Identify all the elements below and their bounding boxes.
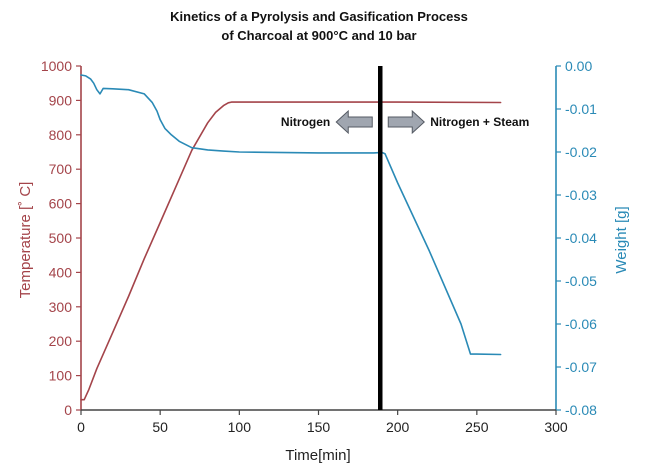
x-tick-label: 150 <box>307 419 331 435</box>
x-tick-label: 200 <box>386 419 410 435</box>
temperature-data-point <box>223 105 225 107</box>
temperature-data-point <box>144 258 146 260</box>
weight-data-point <box>128 89 130 91</box>
y-right-tick-label: -0.02 <box>565 144 597 160</box>
weight-data-point <box>470 353 472 355</box>
temperature-series-line <box>80 101 502 401</box>
y-right-tick-label: -0.05 <box>565 273 597 289</box>
temperature-data-point <box>112 332 114 334</box>
chart-title-line-2: of Charcoal at 900°C and 10 bar <box>221 28 416 43</box>
temperature-data-point <box>239 101 241 103</box>
y-left-tick-label: 300 <box>49 299 73 315</box>
y-right-tick-label: -0.08 <box>565 402 597 418</box>
weight-data-point <box>191 147 193 149</box>
temperature-data-point <box>96 368 98 370</box>
y-right-tick-label: -0.06 <box>565 316 597 332</box>
weight-data-point <box>156 110 158 112</box>
y-axis-left-label: Temperature [˚ C] <box>17 182 34 299</box>
x-tick-label: 0 <box>77 419 85 435</box>
y-right-tick-label: -0.07 <box>565 359 597 375</box>
y-left-tick-label: 900 <box>49 92 73 108</box>
y-left-tick-label: 600 <box>49 196 73 212</box>
y-left-tick-label: 800 <box>49 127 73 143</box>
annotations: Nitrogen Nitrogen + Steam <box>281 109 529 135</box>
weight-data-point <box>171 134 173 136</box>
temperature-data-point <box>191 150 193 152</box>
weight-data-point <box>102 88 104 90</box>
weight-series-line <box>80 74 502 356</box>
weight-data-point <box>178 141 180 143</box>
weight-data-point <box>373 152 375 154</box>
y-left-tick-label: 100 <box>49 368 73 384</box>
y-left-tick-label: 200 <box>49 333 73 349</box>
x-tick-label: 50 <box>152 419 168 435</box>
y-axis-right-label: Weight [g] <box>613 206 630 273</box>
weight-data-point <box>429 250 431 252</box>
arrow-right-icon <box>387 109 425 135</box>
temperature-data-point <box>231 101 233 103</box>
y-left-tick-label: 0 <box>64 402 72 418</box>
x-tick-label: 100 <box>228 419 252 435</box>
temperature-data-point <box>500 102 502 104</box>
y-right-tick-label: -0.03 <box>565 187 597 203</box>
y-right-tick-label: -0.04 <box>565 230 597 246</box>
y-left-tick-label: 400 <box>49 264 73 280</box>
series-layer <box>80 74 502 401</box>
y-left-tick-label: 700 <box>49 161 73 177</box>
temperature-data-point <box>88 389 90 391</box>
x-axis-label: Time[min] <box>285 447 350 464</box>
temperature-data-point <box>128 296 130 298</box>
y-left-tick-label: 1000 <box>41 58 72 74</box>
temperature-data-point <box>159 222 161 224</box>
temperature-data-point <box>83 399 85 401</box>
annotation-nitrogen: Nitrogen <box>281 115 330 129</box>
y-right-tick-label: 0.00 <box>565 58 592 74</box>
weight-data-point <box>99 93 101 95</box>
weight-data-point <box>384 153 386 155</box>
weight-data-point <box>318 152 320 154</box>
weight-data-point <box>164 128 166 130</box>
x-tick-label: 250 <box>465 419 489 435</box>
temperature-data-point <box>228 102 230 104</box>
weight-data-point <box>152 102 154 104</box>
weight-data-point <box>85 75 87 77</box>
weight-data-point <box>397 182 399 184</box>
weight-data-point <box>93 82 95 84</box>
weight-data-point <box>112 88 114 90</box>
weight-data-point <box>90 78 92 80</box>
temperature-data-point <box>397 101 399 103</box>
annotation-nitrogen-steam: Nitrogen + Steam <box>430 115 529 129</box>
arrow-left-icon <box>335 109 373 135</box>
chart-title-line-1: Kinetics of a Pyrolysis and Gasification… <box>170 9 468 24</box>
y-right-tick-label: -0.01 <box>565 101 597 117</box>
weight-data-point <box>80 74 82 76</box>
weight-data-point <box>144 93 146 95</box>
temperature-data-point <box>80 399 82 401</box>
temperature-data-point <box>318 101 320 103</box>
weight-data-point <box>476 353 478 355</box>
y-left-tick-label: 500 <box>49 230 73 246</box>
weight-data-point <box>159 119 161 121</box>
temperature-data-point <box>207 122 209 124</box>
weight-data-point <box>460 323 462 325</box>
weight-data-point <box>207 149 209 151</box>
weight-data-point <box>223 150 225 152</box>
weight-data-point <box>96 89 98 91</box>
temperature-data-point <box>215 112 217 114</box>
axes <box>76 65 561 415</box>
temperature-data-point <box>175 186 177 188</box>
weight-data-point <box>500 354 502 356</box>
weight-data-point <box>239 151 241 153</box>
x-tick-label: 300 <box>544 419 568 435</box>
